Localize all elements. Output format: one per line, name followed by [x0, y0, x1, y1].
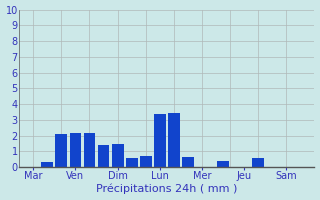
- X-axis label: Précipitations 24h ( mm ): Précipitations 24h ( mm ): [96, 184, 237, 194]
- Bar: [84, 133, 95, 167]
- Bar: [98, 145, 109, 167]
- Bar: [182, 157, 194, 167]
- Bar: [112, 144, 124, 167]
- Bar: [55, 134, 67, 167]
- Bar: [41, 162, 53, 167]
- Bar: [126, 158, 138, 167]
- Bar: [154, 114, 166, 167]
- Bar: [140, 156, 152, 167]
- Bar: [252, 158, 264, 167]
- Bar: [69, 133, 81, 167]
- Bar: [168, 113, 180, 167]
- Bar: [217, 161, 229, 167]
